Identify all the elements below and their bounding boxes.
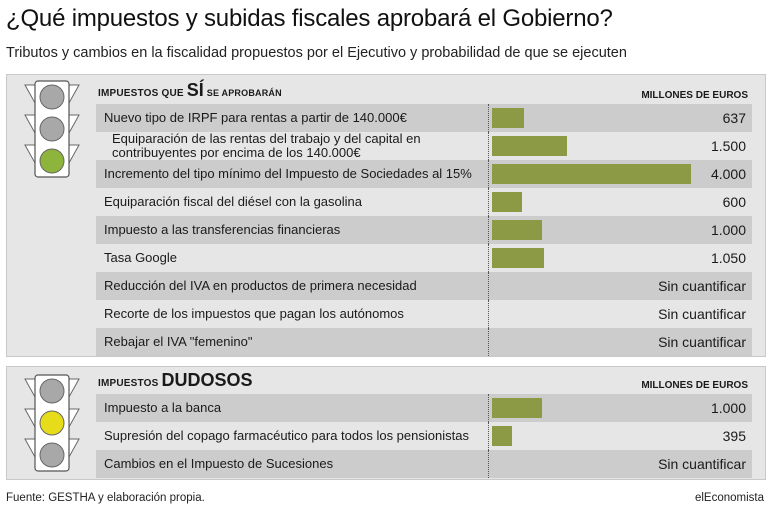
row-label: Reducción del IVA en productos de primer… — [104, 278, 417, 293]
bar — [492, 248, 545, 268]
row-label: Nuevo tipo de IRPF para rentas a partir … — [104, 110, 407, 125]
section-approved-unit: MILLONES DE EUROS — [641, 90, 748, 101]
row-divider — [488, 450, 489, 478]
section-doubtful-prefix: IMPUESTOS — [98, 378, 159, 389]
row-label: Equiparación de las rentas del trabajo y… — [112, 131, 421, 160]
row-divider — [488, 132, 489, 160]
table-row: Reducción del IVA en productos de primer… — [96, 272, 752, 300]
table-row: Recorte de los impuestos que pagan los a… — [96, 300, 752, 328]
table-row: Supresión del copago farmacéutico para t… — [96, 422, 752, 450]
bar — [492, 136, 567, 156]
section-approved-suffix: SE APROBARÁN — [206, 88, 282, 98]
brand-logo: elEconomista — [694, 492, 764, 504]
table-row: Cambios en el Impuesto de Sucesiones Sin … — [96, 450, 752, 478]
table-row: Equiparación fiscal del diésel con la ga… — [96, 188, 752, 216]
row-label: Impuesto a las transferencias financiera… — [104, 222, 341, 237]
table-row: Equiparación de las rentas del trabajo y… — [96, 132, 752, 160]
value-label: 4.000 — [710, 166, 746, 182]
value-label: Sin cuantificar — [658, 278, 746, 294]
value-label: 395 — [722, 428, 746, 444]
bar — [492, 108, 524, 128]
chart-title: ¿Qué impuestos y subidas fiscales aproba… — [6, 5, 613, 32]
row-divider — [488, 272, 489, 300]
row-divider — [488, 104, 489, 132]
row-divider — [488, 328, 489, 356]
value-label: 637 — [722, 110, 746, 126]
section-approved-header: IMPUESTOS QUE SÍ SE APROBARÁN MILLONES D… — [96, 80, 752, 105]
table-row: Nuevo tipo de IRPF para rentas a partir … — [96, 104, 752, 132]
table-row: Tasa Google 1.050 — [96, 244, 752, 272]
traffic-light-yellow-icon — [23, 373, 81, 473]
value-label: Sin cuantificar — [658, 456, 746, 472]
row-divider — [488, 300, 489, 328]
section-approved-big: SÍ — [186, 80, 204, 100]
value-label: 600 — [722, 194, 746, 210]
bar — [492, 426, 512, 446]
table-row: Impuesto a la banca 1.000 — [96, 394, 752, 422]
table-row: Impuesto a las transferencias financiera… — [96, 216, 752, 244]
row-label: Incremento del tipo mínimo del Impuesto … — [104, 166, 472, 181]
section-doubtful-header: IMPUESTOS DUDOSOS MILLONES DE EUROS — [96, 370, 752, 395]
traffic-light-green-icon — [23, 79, 81, 179]
bar — [492, 220, 542, 240]
bar — [492, 192, 522, 212]
row-label: Recorte de los impuestos que pagan los a… — [104, 306, 404, 321]
value-label: Sin cuantificar — [658, 334, 746, 350]
section-doubtful-unit: MILLONES DE EUROS — [641, 380, 748, 391]
chart-subtitle: Tributos y cambios en la fiscalidad prop… — [6, 45, 627, 61]
value-label: 1.000 — [710, 222, 746, 238]
source-note: Fuente: GESTHA y elaboración propia. — [6, 492, 205, 504]
row-divider — [488, 160, 489, 188]
row-label: Tasa Google — [104, 250, 177, 265]
value-label: 1.000 — [710, 400, 746, 416]
bar — [492, 164, 691, 184]
row-label: Equiparación fiscal del diésel con la ga… — [104, 194, 362, 209]
row-divider — [488, 394, 489, 422]
value-label: 1.500 — [710, 138, 746, 154]
row-label: Impuesto a la banca — [104, 400, 222, 415]
row-label: Supresión del copago farmacéutico para t… — [104, 428, 469, 443]
row-divider — [488, 422, 489, 450]
row-label: Rebajar el IVA "femenino" — [104, 334, 253, 349]
bar — [492, 398, 542, 418]
value-label: 1.050 — [710, 250, 746, 266]
row-label: Cambios en el Impuesto de Sucesiones — [104, 456, 334, 471]
value-label: Sin cuantificar — [658, 306, 746, 322]
section-approved-prefix: IMPUESTOS QUE — [98, 88, 184, 99]
table-row: Incremento del tipo mínimo del Impuesto … — [96, 160, 752, 188]
row-divider — [488, 188, 489, 216]
row-divider — [488, 216, 489, 244]
row-divider — [488, 244, 489, 272]
section-doubtful-big: DUDOSOS — [161, 370, 253, 390]
table-row: Rebajar el IVA "femenino" Sin cuantificar — [96, 328, 752, 356]
